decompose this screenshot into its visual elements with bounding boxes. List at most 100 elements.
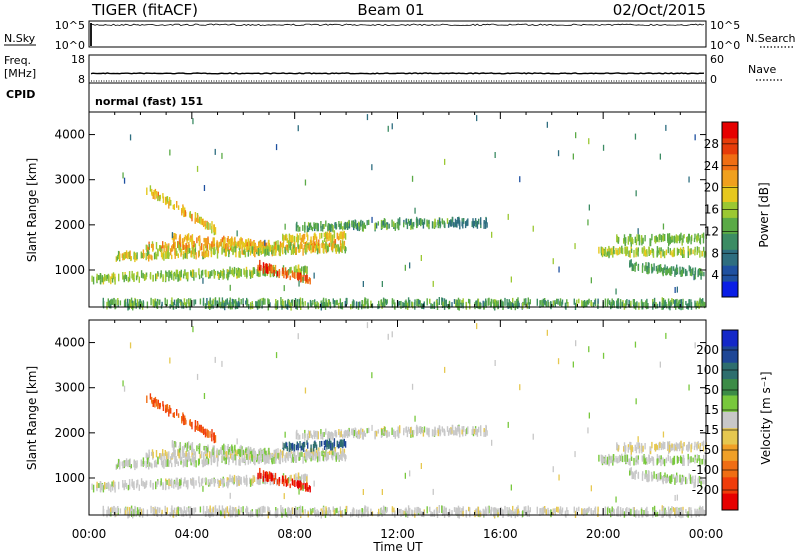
power-echo-cell — [605, 252, 607, 257]
velocity-echo-cell — [194, 507, 197, 513]
power-echo-cell — [127, 252, 129, 260]
velocity-echo-cell — [693, 482, 695, 489]
velocity-echo-cell — [494, 507, 497, 516]
velocity-echo-cell — [223, 456, 225, 461]
velocity-echo-cell — [485, 506, 487, 514]
power-echo-cell — [637, 228, 639, 235]
velocity-echo-cell — [181, 456, 183, 463]
power-echo-cell — [321, 242, 323, 249]
power-echo-cell — [509, 303, 511, 309]
power-echo-cell — [677, 248, 679, 255]
velocity-echo-cell — [588, 412, 590, 419]
velocity-echo-cell — [680, 507, 682, 512]
velocity-echo-cell — [173, 449, 175, 457]
velocity-echo-cell — [174, 449, 176, 456]
power-echo-cell — [202, 218, 204, 226]
velocity-echo-cell — [210, 479, 212, 485]
velocity-echo-cell — [165, 459, 167, 467]
velocity-echo-cell — [308, 431, 311, 439]
power-echo-cell — [583, 300, 586, 307]
velocity-echo-cell — [184, 510, 187, 516]
velocity-echo-cell — [96, 481, 98, 488]
velocity-echo-cell — [698, 455, 700, 461]
power-echo-cell — [265, 247, 267, 255]
power-echo-cell — [331, 234, 333, 243]
power-echo-cell — [219, 272, 221, 278]
velocity-echo-cell — [574, 510, 577, 518]
velocity-echo-cell — [635, 510, 637, 518]
velocity-echo-cell — [450, 428, 453, 435]
velocity-echo-cell — [253, 476, 256, 482]
velocity-echo-cell — [680, 455, 682, 464]
velocity-echo-cell — [128, 479, 131, 486]
velocity-echo-cell — [300, 482, 303, 490]
velocity-echo-cell — [165, 481, 167, 490]
power-echo-cell — [335, 247, 337, 254]
velocity-echo-cell — [225, 450, 228, 459]
power-echo-cell — [478, 218, 480, 225]
power-echo-cell — [310, 225, 313, 230]
velocity-echo-cell — [305, 483, 307, 489]
velocity-echo-cell — [193, 449, 195, 456]
power-echo-cell — [146, 301, 149, 309]
power-echo-cell — [382, 221, 384, 226]
power-echo-cell — [275, 144, 278, 151]
velocity-echo-cell — [631, 445, 633, 452]
velocity-echo-cell — [366, 322, 369, 329]
power-echo-cell — [414, 299, 416, 305]
velocity-echo-cell — [662, 442, 664, 450]
power-echo-cell — [183, 209, 185, 218]
noise-panel — [88, 20, 707, 48]
velocity-echo-cell — [615, 496, 617, 503]
power-echo-cell — [640, 236, 643, 243]
power-echo-cell — [630, 248, 633, 253]
velocity-echo-cell — [698, 476, 701, 484]
power-echo-cell — [344, 233, 347, 240]
power-echo-cell — [694, 267, 697, 275]
velocity-echo-cell — [136, 507, 139, 515]
velocity-echo-cell — [619, 454, 621, 463]
power-echo-cell — [192, 239, 194, 244]
velocity-echo-cell — [203, 459, 205, 466]
velocity-echo-cell — [238, 459, 240, 466]
power-echo-cell — [224, 237, 226, 244]
velocity-echo-cell — [235, 476, 238, 482]
power-echo-cell — [377, 221, 379, 226]
power-echo-cell — [656, 246, 659, 253]
power-echo-cell — [651, 267, 654, 273]
power-echo-cell — [642, 237, 644, 244]
power-echo-cell — [635, 239, 638, 246]
power-echo-cell — [694, 233, 696, 240]
power-echo-cell — [231, 238, 234, 246]
velocity-echo-cell — [693, 445, 696, 451]
velocity-echo-cell — [125, 460, 127, 467]
velocity-echo-cell — [182, 481, 185, 487]
power-echo-cell — [275, 240, 277, 247]
velocity-echo-cell — [458, 508, 460, 514]
velocity-echo-cell — [445, 507, 447, 515]
power-echo-cell — [381, 281, 383, 287]
velocity-echo-cell — [656, 476, 659, 482]
power-echo-cell — [238, 241, 241, 248]
velocity-echo-cell — [315, 442, 317, 447]
velocity-echo-cell — [171, 454, 173, 459]
power-echo-cell — [609, 247, 611, 253]
power-echo-cell — [204, 239, 207, 246]
velocity-echo-cell — [142, 462, 144, 467]
velocity-echo-cell — [239, 478, 241, 484]
velocity-echo-cell — [688, 507, 690, 515]
power-echo-cell — [403, 302, 405, 308]
power-echo-cell — [177, 253, 179, 259]
power-echo-cell — [490, 301, 492, 307]
power-echo-cell — [286, 234, 288, 239]
power-echo-cell — [448, 220, 451, 225]
power-echo-cell — [683, 267, 685, 274]
power-echo-cell — [652, 299, 654, 304]
velocity-echo-cell — [353, 430, 356, 437]
power-echo-cell — [458, 300, 460, 306]
power-echo-cell — [384, 223, 386, 228]
power-echo-cell — [183, 244, 186, 250]
power-echo-cell — [238, 271, 240, 278]
velocity-echo-cell — [692, 475, 694, 483]
velocity-echo-cell — [226, 454, 228, 460]
